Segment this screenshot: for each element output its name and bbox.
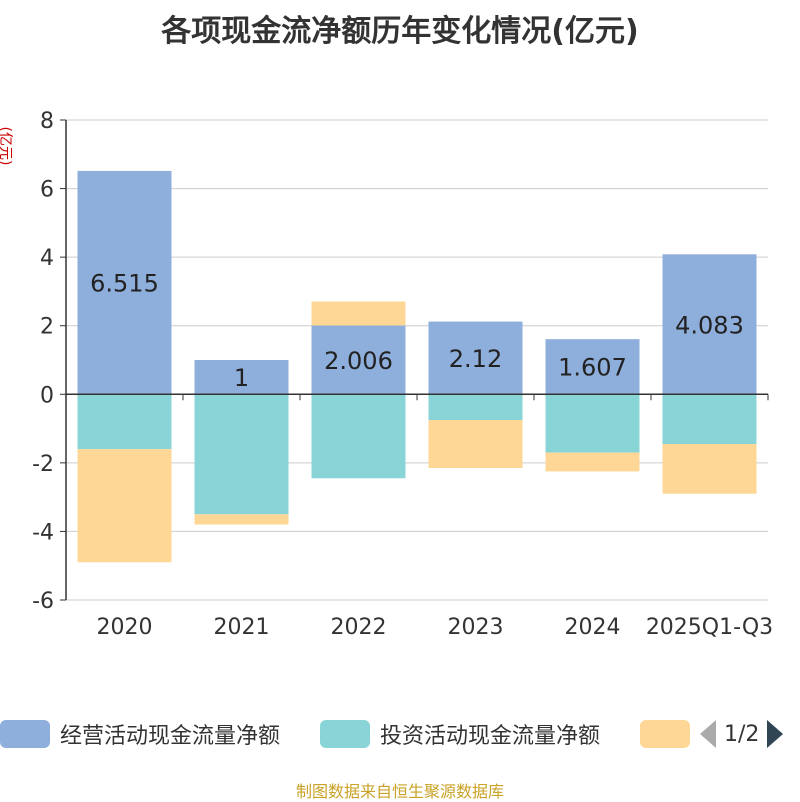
legend-next-page-icon[interactable]: [767, 720, 784, 748]
chart-canvas: 8 6 4 2 0 -2 -4 -6 6.515 1 2.006 2.12 1.607 4.083 2020…: [32, 109, 773, 640]
legend-swatch-financing: [640, 720, 690, 748]
bar-financing-2022: [311, 301, 406, 326]
legend-page-indicator: 1/2: [724, 721, 760, 747]
y-tick-label: -4: [32, 520, 54, 545]
legend-swatch-investing: [320, 720, 370, 748]
y-tick-label: 4: [40, 246, 54, 271]
bar-financing-2023: [428, 420, 523, 468]
bar-investing-2025Q1-Q3: [662, 394, 757, 444]
data-label: 2.006: [324, 347, 393, 375]
y-tick-label: 0: [40, 383, 54, 408]
data-label: 2.12: [449, 345, 502, 373]
bar-financing-2024: [545, 452, 640, 472]
legend-swatch-operating: [0, 720, 50, 748]
legend-label-investing: 投资活动现金流量净额: [380, 724, 601, 749]
y-tick-label: -6: [32, 589, 54, 614]
bar-operating-2025Q1-Q3: [662, 254, 757, 395]
bar-investing-2021: [194, 394, 289, 515]
legend-prev-page-icon[interactable]: [700, 720, 716, 748]
data-label: 1: [234, 364, 249, 392]
chart-title: 各项现金流净额历年变化情况(亿元): [161, 14, 639, 49]
x-tick-label: 2023: [448, 615, 504, 640]
bar-financing-2021: [194, 514, 289, 525]
x-tick-label: 2022: [331, 615, 387, 640]
bar-investing-2023: [428, 394, 523, 420]
bar-financing-2020: [77, 449, 172, 563]
x-tick-label: 2025Q1-Q3: [646, 615, 773, 640]
legend-item-operating[interactable]: 经营活动现金流量净额: [0, 716, 280, 752]
y-tick-label: 6: [40, 178, 54, 203]
data-source-note: 制图数据来自恒生聚源数据库: [295, 782, 504, 801]
legend-item-financing[interactable]: [640, 716, 700, 752]
data-label: 6.515: [90, 270, 159, 298]
legend-pager: 1/2: [700, 716, 784, 752]
y-tick-label: 8: [40, 109, 54, 134]
bar-operating-2024: [545, 339, 640, 395]
bar-operating-2022: [311, 325, 406, 395]
y-tick-label: 2: [40, 315, 54, 340]
x-tick-label: 2020: [97, 615, 153, 640]
bar-investing-2024: [545, 394, 640, 453]
x-tick-label: 2024: [565, 615, 621, 640]
legend-label-operating: 经营活动现金流量净额: [60, 724, 281, 749]
data-label: 4.083: [675, 311, 744, 339]
data-label: 1.607: [558, 354, 627, 382]
bar-investing-2020: [77, 394, 172, 450]
y-tick-label: -2: [32, 452, 54, 477]
x-tick-label: 2021: [214, 615, 270, 640]
bar-operating-2023: [428, 321, 523, 395]
bar-financing-2025Q1-Q3: [662, 444, 757, 494]
bar-operating-2021: [194, 360, 289, 395]
legend-item-investing[interactable]: 投资活动现金流量净额: [320, 716, 600, 752]
legend: 经营活动现金流量净额 投资活动现金流量净额 1/2: [0, 716, 800, 756]
bar-investing-2022: [311, 394, 406, 479]
bar-operating-2020: [77, 170, 172, 395]
